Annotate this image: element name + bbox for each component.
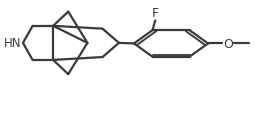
Text: F: F <box>152 7 159 20</box>
Text: HN: HN <box>4 37 22 50</box>
Text: O: O <box>223 38 233 51</box>
